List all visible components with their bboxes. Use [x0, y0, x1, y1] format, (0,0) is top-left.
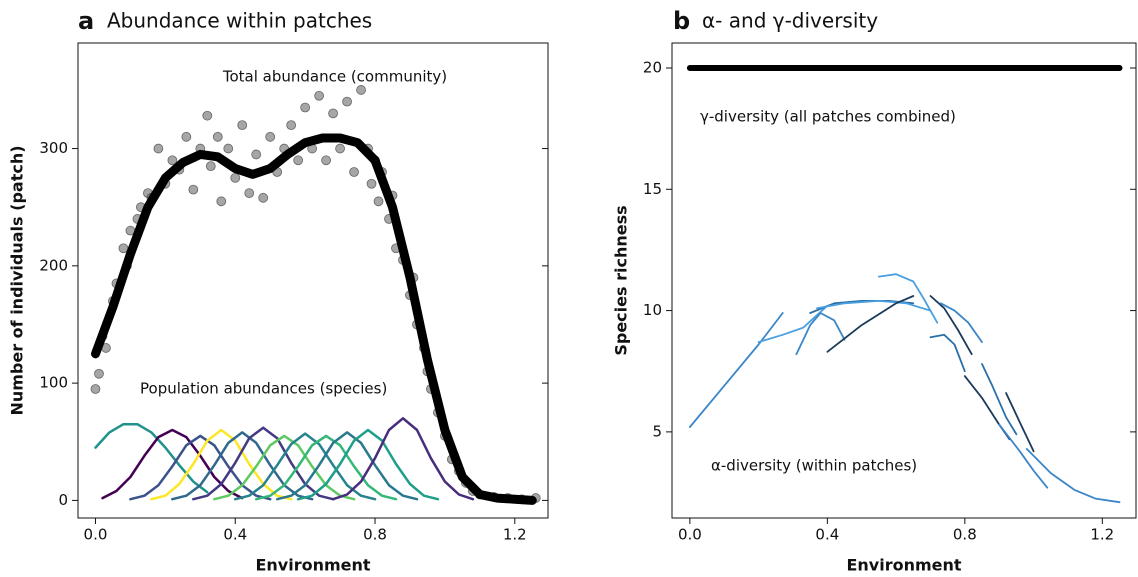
data-point: [205, 161, 216, 172]
series-line: [150, 428, 293, 501]
data-point: [202, 110, 213, 121]
data-point: [244, 188, 255, 199]
series-line: [1005, 392, 1035, 453]
x-tick-label: 0.4: [223, 526, 247, 544]
data-point: [258, 192, 269, 203]
annotation: Total abundance (community): [222, 68, 447, 86]
x-tick-label: 1.2: [503, 526, 527, 544]
y-tick-label: 200: [39, 256, 68, 274]
series-line: [129, 434, 272, 501]
x-tick-label: 0.0: [84, 526, 108, 544]
data-point: [321, 155, 332, 166]
series-line: [816, 300, 932, 312]
data-point: [230, 172, 241, 183]
y-tick-label: 300: [39, 139, 68, 157]
series-line: [929, 333, 966, 373]
annotation: γ-diversity (all patches combined): [700, 108, 956, 126]
data-point: [342, 96, 352, 107]
x-axis-label: Environment: [846, 556, 961, 575]
series-line: [981, 363, 1018, 436]
y-axis-label: Number of individuals (patch): [8, 145, 27, 415]
data-point: [300, 102, 311, 113]
data-point: [265, 131, 276, 142]
data-point: [314, 90, 325, 101]
x-tick-label: 0.8: [363, 526, 387, 544]
data-point: [366, 178, 377, 189]
plot-frame: [77, 42, 549, 519]
panel-title: Abundance within patches: [107, 9, 372, 33]
series-line: [929, 295, 973, 356]
data-point: [94, 368, 104, 379]
panel-label: b: [673, 7, 690, 35]
data-point: [335, 143, 345, 154]
y-tick-label: 100: [39, 374, 68, 392]
y-tick-label: 15: [643, 180, 662, 198]
data-point: [349, 167, 359, 177]
series-line: [757, 304, 829, 343]
data-point: [167, 155, 178, 166]
panel-label: a: [78, 7, 94, 35]
data-point: [223, 143, 234, 154]
data-point: [118, 243, 129, 254]
series-line: [1025, 448, 1121, 504]
data-point: [293, 155, 304, 166]
series-line: [192, 426, 335, 501]
y-tick-label: 10: [643, 301, 662, 319]
data-point: [356, 85, 366, 95]
x-tick-label: 0.8: [953, 526, 977, 544]
x-tick-label: 1.2: [1090, 526, 1114, 544]
data-point: [188, 184, 199, 195]
series-line: [91, 133, 537, 505]
data-point: [153, 143, 164, 154]
data-point: [251, 149, 262, 160]
series-line: [254, 434, 398, 501]
y-tick-label: 0: [58, 491, 68, 509]
series-line: [998, 423, 1049, 489]
series-line: [94, 422, 209, 494]
data-point: [328, 108, 338, 119]
annotation: Population abundances (species): [140, 380, 387, 398]
y-tick-label: 5: [652, 422, 662, 440]
x-axis-label: Environment: [255, 556, 370, 575]
series-line: [275, 431, 419, 501]
x-tick-label: 0.0: [678, 526, 702, 544]
series-line: [878, 273, 939, 324]
y-axis-label: Species richness: [612, 205, 631, 355]
panel-title: α- and γ-diversity: [702, 9, 878, 33]
series-line: [826, 295, 915, 353]
series-line: [296, 428, 440, 501]
series-line: [689, 312, 784, 428]
data-point: [181, 131, 192, 142]
plot-frame: [671, 42, 1137, 519]
series-line: [331, 417, 475, 501]
data-point: [373, 196, 384, 207]
series-line: [795, 312, 846, 356]
x-tick-label: 0.4: [815, 526, 839, 544]
series-line: [939, 302, 983, 343]
series-line: [101, 428, 244, 500]
data-point: [216, 196, 227, 207]
data-point: [90, 384, 101, 394]
annotation: α-diversity (within patches): [711, 457, 917, 475]
series-line: [213, 434, 356, 501]
series-line: [171, 431, 314, 501]
data-point: [212, 131, 223, 142]
y-tick-label: 20: [643, 58, 662, 76]
data-point: [286, 120, 297, 130]
data-point: [237, 120, 248, 130]
